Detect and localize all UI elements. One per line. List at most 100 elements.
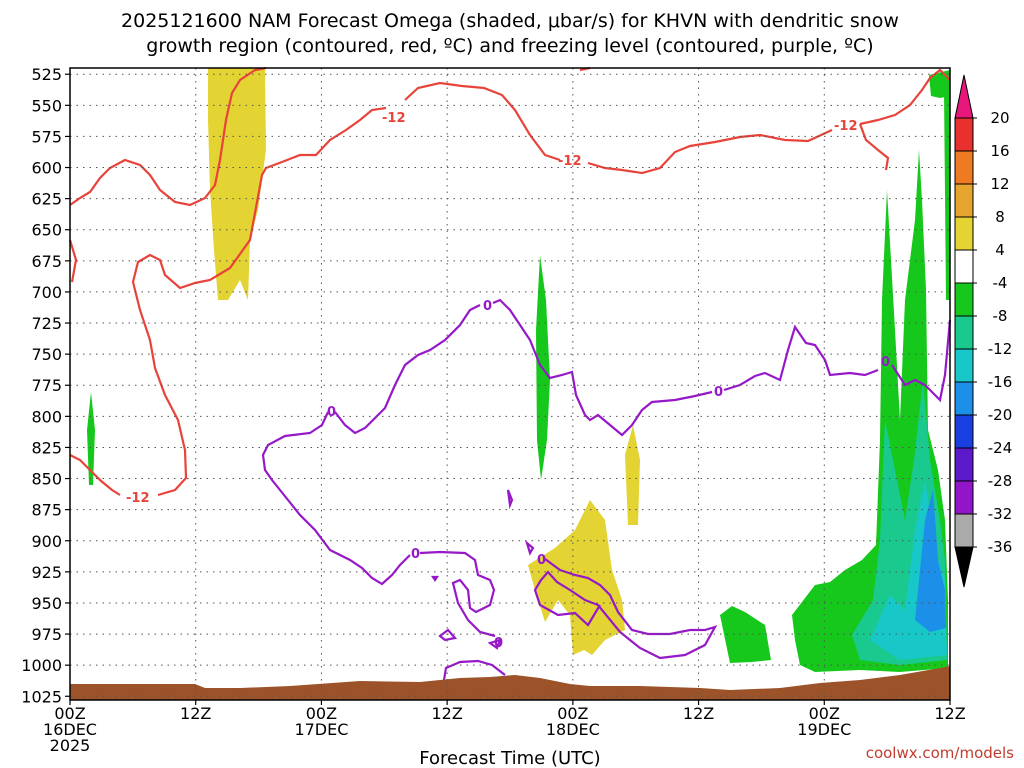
colorbar-swatch [954, 150, 974, 185]
dgz-contour-line [858, 123, 890, 171]
chart-title-line-1: 2025121600 NAM Forecast Omega (shaded, μ… [121, 10, 899, 32]
x-tick-label: 12Z [431, 704, 462, 723]
colorbar-label: -20 [988, 406, 1013, 424]
y-tick-label: 550 [31, 96, 62, 115]
y-tick-label: 650 [31, 221, 62, 240]
dgz-contour-label: -12 [126, 491, 150, 506]
freezing-contour-line [442, 659, 506, 681]
colorbar-swatch [954, 216, 974, 251]
omega-negative-area [720, 606, 771, 663]
dgz-contour-label: -12 [558, 154, 582, 169]
y-tick-label: 525 [31, 65, 62, 84]
y-tick-label: 875 [31, 501, 62, 520]
omega-negative-area [944, 90, 950, 300]
freezing-level-contours [261, 298, 952, 681]
dgz-contour-label: -12 [382, 111, 406, 126]
dgz-contour-line [404, 81, 561, 162]
y-tick-label: 575 [31, 127, 62, 146]
freezing-contour-line [334, 304, 481, 435]
dgz-contour-line [265, 106, 387, 170]
x-axis-label: Forecast Time (UTC) [419, 748, 600, 768]
y-tick-label: 950 [31, 594, 62, 613]
dgz-contour-line [69, 66, 267, 207]
y-tick-label: 600 [31, 159, 62, 178]
freezing-contour-line [438, 628, 458, 642]
omega-negative-area [915, 490, 946, 632]
source-credit: coolwx.com/models [866, 744, 1014, 762]
y-tick-label: 625 [31, 190, 62, 209]
dgz-contour-line [69, 454, 121, 496]
x-tick-label: 2025 [50, 736, 91, 755]
colorbar-label: -28 [988, 472, 1013, 490]
y-tick-label: 800 [31, 407, 62, 426]
colorbar-label: -24 [988, 439, 1013, 457]
freezing-contour-label: 0 [537, 553, 546, 568]
dgz-contour-line [587, 129, 833, 175]
y-tick-label: 675 [31, 252, 62, 271]
chart-title-line-2: growth region (contoured, red, ºC) and f… [146, 35, 873, 57]
colorbar-label: -4 [993, 274, 1008, 292]
colorbar-label: -16 [988, 373, 1013, 391]
plot-frame [69, 67, 951, 701]
dgz-contour-line [131, 167, 267, 497]
colorbar-swatch [954, 447, 974, 482]
x-tick-label: 19DEC [797, 720, 851, 739]
freezing-contour-line [261, 411, 411, 586]
x-tick-label: 12Z [934, 704, 965, 723]
freezing-contour-line [506, 489, 514, 510]
omega-positive-area [208, 68, 266, 300]
dgz-contours [68, 66, 951, 497]
freezing-contour-label: 0 [494, 636, 503, 651]
freezing-contour-line [492, 298, 713, 437]
colorbar-swatch [954, 480, 974, 515]
x-tick-label: 17DEC [294, 720, 348, 739]
y-tick-label: 975 [31, 625, 62, 644]
colorbar-swatch [954, 381, 974, 416]
freezing-contour-label: 0 [411, 547, 420, 562]
x-tick-label: 12Z [683, 704, 714, 723]
freezing-contour-line [430, 575, 440, 582]
colorbar-swatch [954, 348, 974, 383]
colorbar-label: -8 [993, 307, 1008, 325]
freezing-contour-label: 0 [881, 355, 890, 370]
omega-positive-area [625, 425, 640, 525]
colorbar-label: 8 [995, 208, 1005, 226]
x-tick-label: 12Z [180, 704, 211, 723]
y-tick-label: 700 [31, 283, 62, 302]
colorbar-swatch [954, 249, 974, 284]
x-tick-label: 16DEC [43, 720, 97, 739]
y-tick-label: 750 [31, 345, 62, 364]
freezing-contour-line [487, 638, 502, 650]
freezing-contour-label: 0 [714, 385, 723, 400]
freezing-contour-line [723, 324, 879, 392]
y-tick-label: 1000 [21, 656, 62, 675]
omega-shading [87, 68, 950, 672]
colorbar-label: -12 [988, 340, 1013, 358]
dgz-contour-label: -12 [834, 119, 858, 134]
omega-negative-area [87, 392, 95, 485]
omega-positive-area [528, 500, 625, 655]
colorbar-label: 4 [995, 241, 1005, 259]
y-tick-label: 1025 [21, 687, 62, 706]
y-tick-label: 850 [31, 470, 62, 489]
freezing-contour-label: 0 [483, 299, 492, 314]
freezing-contour-line [419, 550, 496, 638]
colorbar-label: -32 [988, 505, 1013, 523]
freezing-contour-line [891, 319, 952, 403]
colorbar-label: 20 [990, 109, 1009, 127]
colorbar-swatch [954, 414, 974, 449]
dgz-contour-line [68, 239, 78, 283]
colorbar-swatch [954, 315, 974, 350]
colorbar-swatch [954, 117, 974, 152]
freezing-contour-line [524, 539, 535, 556]
colorbar-swatch [954, 282, 974, 317]
x-tick-label: 00Z [306, 704, 337, 723]
x-tick-label: 00Z [809, 704, 840, 723]
colorbar-label: 16 [990, 142, 1009, 160]
colorbar-bottom-arrow [954, 546, 974, 588]
y-tick-label: 725 [31, 314, 62, 333]
freezing-contour-line [533, 558, 718, 660]
y-tick-label: 775 [31, 376, 62, 395]
colorbar-top-arrow [954, 74, 974, 119]
